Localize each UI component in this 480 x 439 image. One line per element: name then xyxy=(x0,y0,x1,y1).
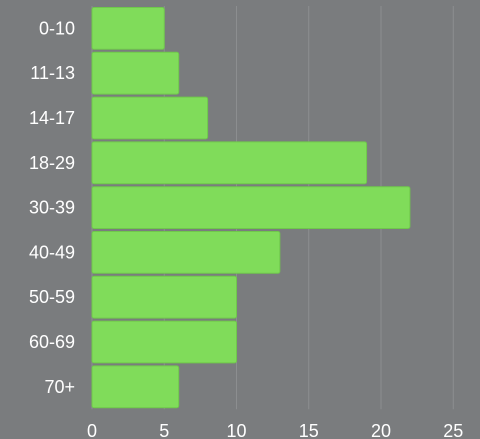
category-labels: 0-10 11-13 14-17 18-29 30-39 40-49 50-59 60-69 7… xyxy=(29,18,75,396)
category-label-0-10: 0-10 xyxy=(39,18,75,38)
bar-11-13 xyxy=(91,51,180,95)
category-label-30-39: 30-39 xyxy=(29,198,75,218)
bar-30-39 xyxy=(91,186,411,229)
bar-50-59 xyxy=(91,275,237,319)
bar-14-17 xyxy=(91,96,209,140)
x-tick-label-15: 15 xyxy=(299,421,319,439)
x-tick-labels: 0 5 10 15 20 25 xyxy=(87,421,463,439)
category-label-18-29: 18-29 xyxy=(29,153,75,173)
category-label-11-13: 11-13 xyxy=(30,63,75,83)
category-label-70+: 70+ xyxy=(44,377,75,397)
x-tick-label-20: 20 xyxy=(371,421,391,439)
bar-0-10 xyxy=(91,7,165,50)
x-tick-label-10: 10 xyxy=(226,421,246,439)
x-tick-label-25: 25 xyxy=(443,421,463,439)
category-label-14-17: 14-17 xyxy=(29,108,75,128)
bars xyxy=(91,7,411,409)
bar-70+ xyxy=(91,365,180,409)
bar-18-29 xyxy=(91,141,368,185)
category-label-40-49: 40-49 xyxy=(29,242,75,262)
category-label-50-59: 50-59 xyxy=(29,287,75,307)
bar-60-69 xyxy=(91,320,237,364)
x-tick-label-5: 5 xyxy=(159,421,169,439)
category-label-60-69: 60-69 xyxy=(29,332,75,352)
x-tick-label-0: 0 xyxy=(87,421,97,439)
bar-40-49 xyxy=(91,231,281,274)
